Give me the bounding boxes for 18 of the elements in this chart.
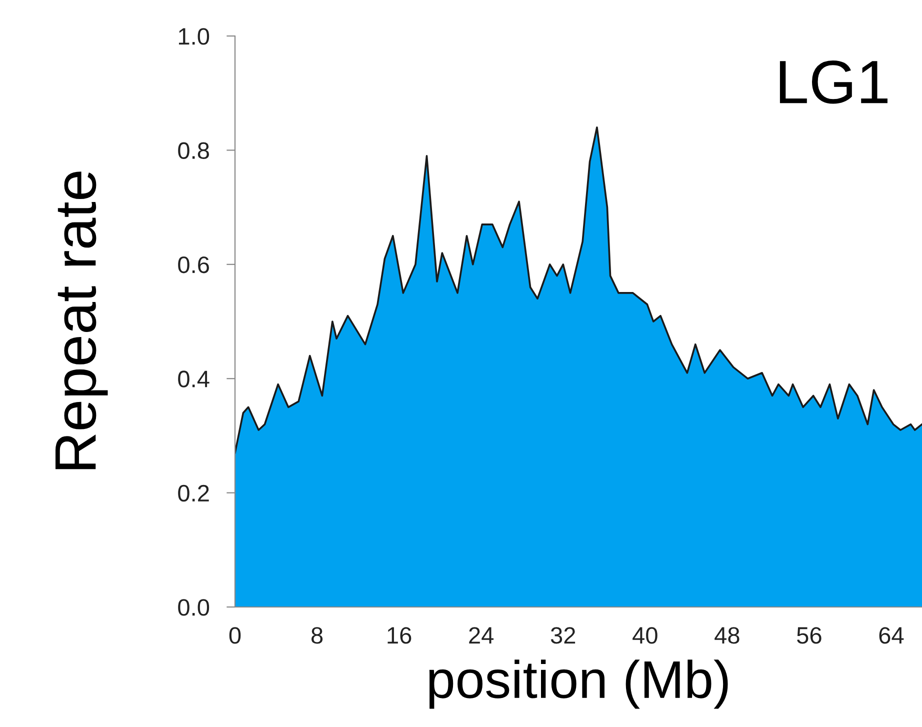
x-axis-title: position (Mb) bbox=[429, 660, 728, 709]
x-tick-label: 40 bbox=[632, 627, 658, 644]
y-tick-label: 0.2 bbox=[178, 484, 209, 502]
x-tick-label: 24 bbox=[469, 627, 494, 644]
y-axis-title: Repeat rate bbox=[56, 172, 108, 470]
y-tick-label: 0.0 bbox=[178, 599, 210, 616]
x-tick-label: 32 bbox=[550, 627, 576, 644]
y-tick-label: 0.6 bbox=[178, 256, 209, 274]
chart-title: LG1 bbox=[780, 60, 888, 104]
y-tick-label: 0.8 bbox=[178, 142, 209, 159]
x-tick-label: 64 bbox=[879, 627, 904, 644]
x-tick-label: 0 bbox=[229, 627, 241, 644]
x-tick-label: 16 bbox=[388, 627, 412, 644]
y-tick-label: 1.0 bbox=[178, 28, 210, 45]
y-tick-label: 0.4 bbox=[178, 370, 210, 388]
x-tick-label: 8 bbox=[311, 627, 323, 644]
x-tick-label: 56 bbox=[797, 627, 822, 644]
x-tick-label: 48 bbox=[714, 627, 740, 644]
